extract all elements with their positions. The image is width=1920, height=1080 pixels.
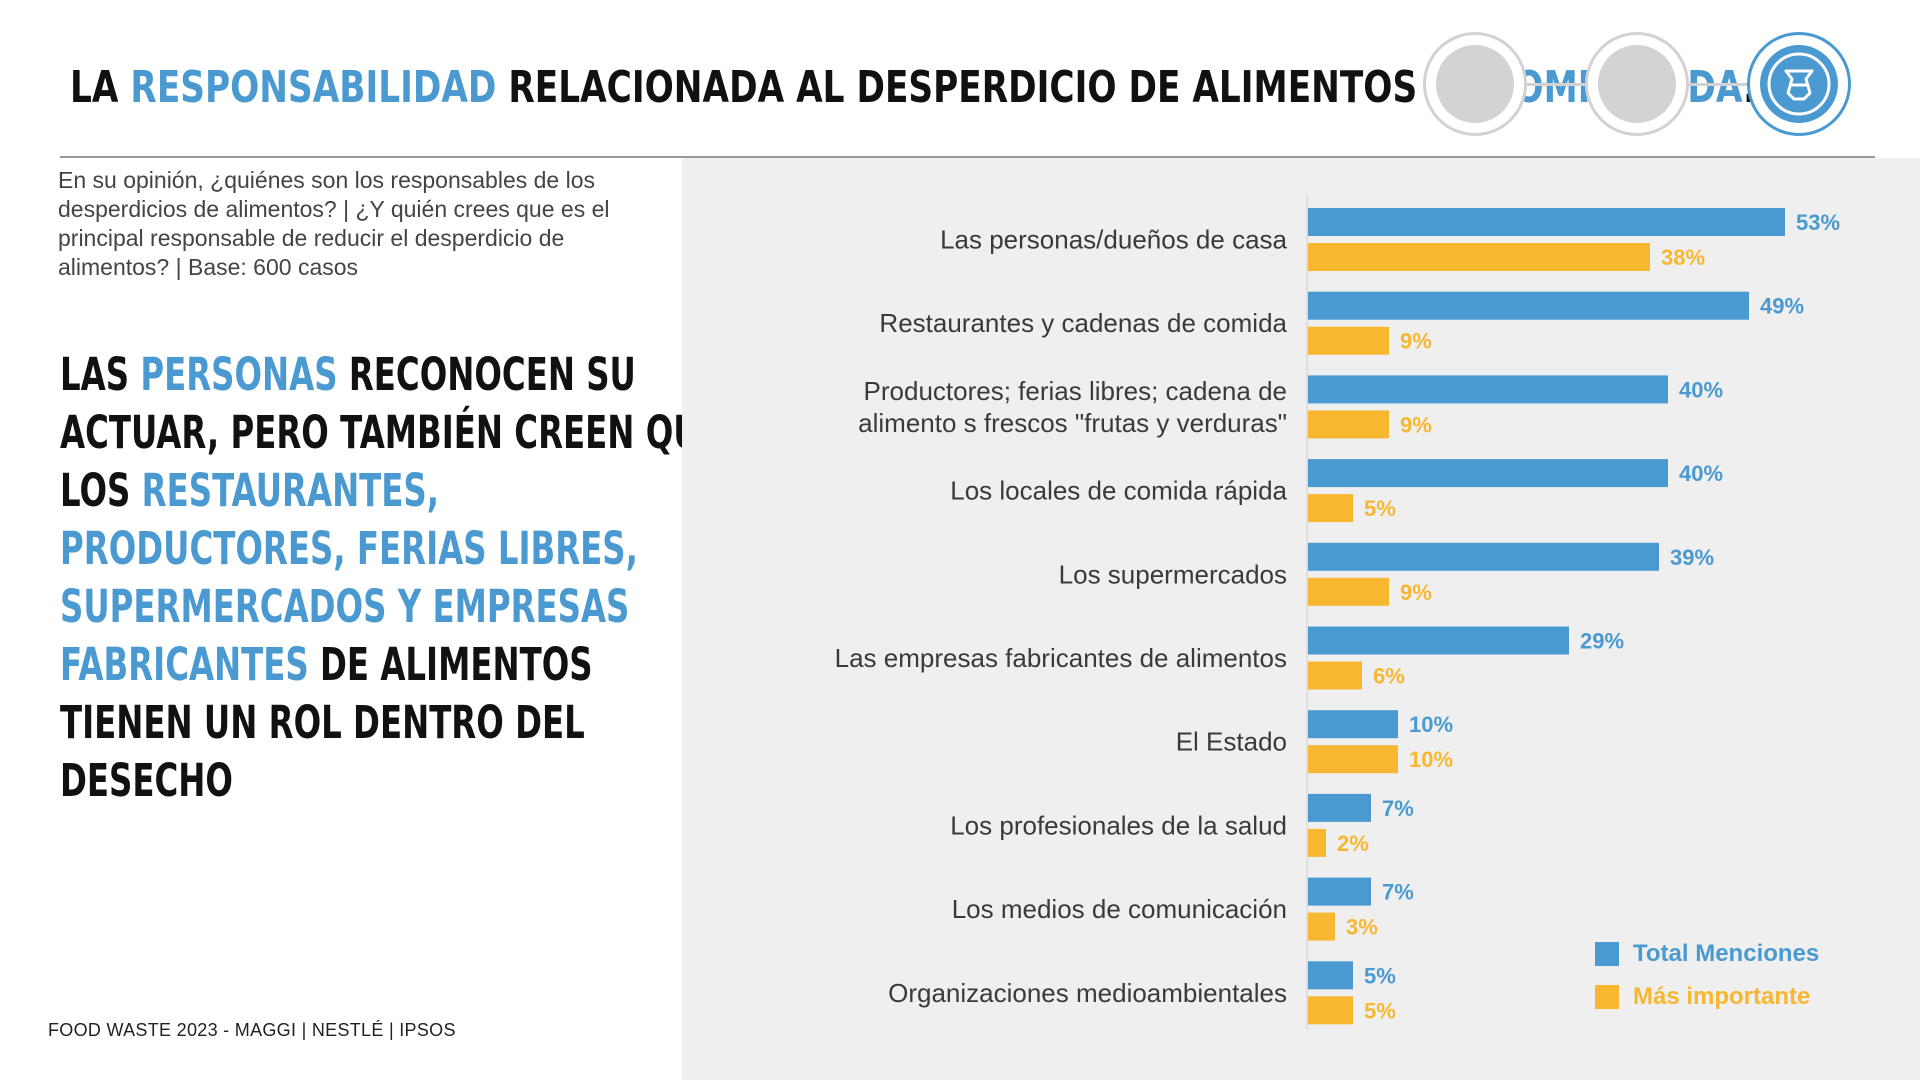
headline-line: FABRICANTES DE ALIMENTOS — [60, 636, 593, 694]
data-label: 10% — [1409, 712, 1453, 737]
data-label: 53% — [1796, 210, 1840, 235]
headline-text: TIENEN UN ROL DENTRO DEL — [60, 696, 585, 749]
data-label: 7% — [1382, 880, 1414, 905]
data-label: 9% — [1400, 412, 1432, 437]
data-label: 5% — [1364, 496, 1396, 521]
bar-mas-importante — [1308, 745, 1398, 774]
data-label: 29% — [1580, 629, 1624, 654]
bar-total-menciones — [1308, 626, 1569, 655]
bar-total-menciones — [1308, 459, 1668, 488]
bar-total-menciones — [1308, 375, 1668, 404]
empty-circle-icon — [1436, 45, 1514, 123]
bar-mas-importante — [1308, 326, 1389, 355]
data-label: 9% — [1400, 329, 1432, 354]
bar-total-menciones — [1308, 291, 1749, 320]
bar-mas-importante — [1308, 828, 1326, 857]
headline-accent-text: PERSONAS — [140, 348, 338, 401]
data-label: 38% — [1661, 245, 1705, 270]
category-label: Los medios de comunicación — [952, 894, 1287, 924]
headline-text: ACTUAR, PERO TAMBIÉN CREEN QUE — [60, 406, 722, 459]
tied-bag-icon — [1760, 45, 1838, 123]
legend-swatch — [1595, 942, 1619, 966]
bar-mas-importante — [1308, 577, 1389, 606]
bar-total-menciones — [1308, 877, 1371, 906]
headline-line: TIENEN UN ROL DENTRO DEL — [60, 694, 585, 752]
bar-mas-importante — [1308, 410, 1389, 439]
empty-circle-icon — [1598, 45, 1676, 123]
legend-label: Total Menciones — [1633, 940, 1820, 967]
headline-line: ACTUAR, PERO TAMBIÉN CREEN QUE — [60, 404, 722, 462]
bar-mas-importante — [1308, 661, 1362, 690]
data-label: 5% — [1364, 998, 1396, 1023]
category-label: Los locales de comida rápida — [950, 476, 1287, 506]
headline-text: LAS — [60, 348, 141, 401]
progress-step-3 — [1747, 32, 1851, 136]
bar-mas-importante — [1308, 243, 1650, 271]
bar-total-menciones — [1308, 793, 1371, 822]
category-label: Los supermercados — [1059, 559, 1287, 589]
legend-label: Más importante — [1633, 983, 1811, 1010]
headline-text: DESECHO — [60, 754, 233, 807]
headline-accent-text: SUPERMERCADOS Y EMPRESAS — [60, 580, 630, 633]
title-accent-word: RESPONSABILIDAD — [130, 62, 497, 113]
bar-mas-importante — [1308, 912, 1335, 941]
headline-line: PRODUCTORES, FERIAS LIBRES, — [60, 520, 638, 578]
header-divider — [60, 156, 1875, 158]
footer-source: FOOD WASTE 2023 - MAGGI | NESTLÉ | IPSOS — [48, 1020, 456, 1040]
headline-line: LOS RESTAURANTES, — [60, 462, 478, 520]
data-label: 40% — [1679, 461, 1723, 486]
headline-line: SUPERMERCADOS Y EMPRESAS — [60, 578, 629, 636]
data-label: 6% — [1373, 664, 1405, 689]
data-label: 40% — [1679, 377, 1723, 402]
data-label: 49% — [1760, 294, 1804, 319]
title-text: RELACIONADA AL DESPERDICIO DE ALIMENTOS … — [496, 62, 1490, 113]
category-label: Productores; ferias libres; cadena de ali… — [858, 376, 1287, 438]
category-label: Los profesionales de la salud — [950, 810, 1287, 840]
category-label: El Estado — [1176, 727, 1287, 757]
survey-question: En su opinión, ¿quiénes son los responsa… — [58, 167, 610, 280]
headline-text: LOS — [60, 464, 142, 517]
headline-accent-text: RESTAURANTES, — [141, 464, 440, 517]
headline-text: RECONOCEN SU — [337, 348, 636, 401]
headline-line: DESECHO — [60, 752, 478, 810]
headline: LAS PERSONAS RECONOCEN SU ACTUAR, PERO TA… — [60, 346, 722, 810]
bar-total-menciones — [1308, 208, 1785, 236]
headline-line: LAS PERSONAS RECONOCEN SU — [60, 346, 636, 404]
progress-connector — [1527, 83, 1587, 86]
data-label: 10% — [1409, 747, 1453, 772]
headline-text: DE ALIMENTOS — [308, 638, 593, 691]
title-text: LA — [70, 62, 131, 113]
bar-mas-importante — [1308, 494, 1353, 523]
data-label: 3% — [1346, 915, 1378, 940]
bar-total-menciones — [1308, 961, 1353, 990]
category-label: Las personas/dueños de casa — [940, 225, 1287, 255]
category-label: Restaurantes y cadenas de comida — [879, 308, 1287, 338]
category-label: Las empresas fabricantes de alimentos — [835, 643, 1287, 673]
category-label: Organizaciones medioambientales — [888, 978, 1287, 1008]
progress-step-2 — [1585, 32, 1689, 136]
data-label: 5% — [1364, 963, 1396, 988]
legend-swatch — [1595, 985, 1619, 1009]
bar-total-menciones — [1308, 542, 1659, 571]
progress-connector — [1689, 83, 1749, 86]
category-label-line: alimento s frescos "frutas y verduras" — [858, 408, 1287, 438]
category-label-line: Productores; ferias libres; cadena de — [864, 376, 1287, 406]
data-label: 7% — [1382, 796, 1414, 821]
headline-accent-text: PRODUCTORES, FERIAS LIBRES, — [60, 522, 638, 575]
data-label: 2% — [1337, 831, 1369, 856]
bar-total-menciones — [1308, 710, 1398, 739]
data-label: 39% — [1670, 545, 1714, 570]
headline-accent-text: FABRICANTES — [60, 638, 309, 691]
progress-step-1 — [1423, 32, 1527, 136]
bar-mas-importante — [1308, 996, 1353, 1025]
data-label: 9% — [1400, 580, 1432, 605]
